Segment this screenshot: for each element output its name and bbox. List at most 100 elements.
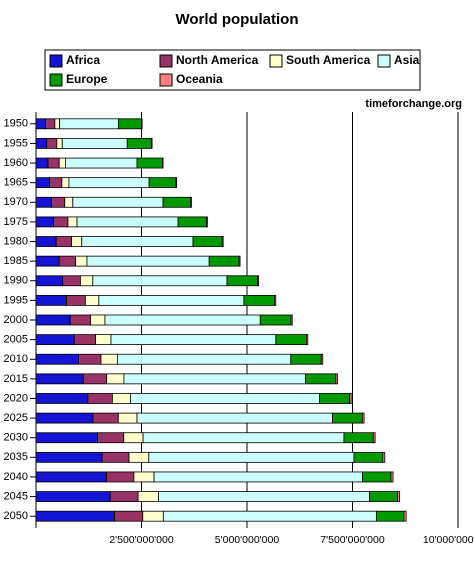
y-tick-label: 1950 xyxy=(4,118,28,130)
bar-segment xyxy=(372,432,376,444)
bar-segment xyxy=(100,353,118,365)
bar-segment xyxy=(101,451,130,463)
bar-segment xyxy=(84,294,100,306)
y-tick-label: 1975 xyxy=(4,216,28,228)
y-tick-label: 2020 xyxy=(4,392,28,404)
y-tick-label: 2045 xyxy=(4,490,28,502)
bar-segment xyxy=(35,510,115,522)
legend-label: Africa xyxy=(66,53,100,67)
bar-segment xyxy=(274,294,277,306)
bar-segment xyxy=(361,412,365,424)
bar-segment xyxy=(290,314,293,326)
bar-segment xyxy=(45,118,56,130)
bar-segment xyxy=(35,393,89,404)
bar-segment xyxy=(58,255,77,267)
bar-segment xyxy=(35,138,48,149)
bar-segment xyxy=(59,118,119,130)
x-tick-label: 5'000'000'000 xyxy=(215,534,280,546)
bar-segment xyxy=(97,432,125,444)
bar-segment xyxy=(55,236,72,247)
bar-segment xyxy=(153,471,363,483)
bar-segment xyxy=(98,294,245,306)
bar-segment xyxy=(158,491,370,502)
bar-segment xyxy=(320,353,324,365)
bar-segment xyxy=(46,138,58,149)
bar-segment xyxy=(104,314,261,326)
bar-segment xyxy=(362,471,392,483)
bar-segment xyxy=(69,314,91,326)
bar-segment xyxy=(35,491,111,502)
bar-segment xyxy=(332,412,363,424)
bar-segment xyxy=(118,118,142,130)
bar-segment xyxy=(35,177,50,189)
bar-segment xyxy=(51,196,66,208)
bar-segment xyxy=(58,157,66,169)
bar-segment xyxy=(175,177,178,189)
bar-segment xyxy=(128,451,150,463)
bar-segment xyxy=(35,412,94,424)
bar-segment xyxy=(35,118,46,130)
x-tick-label: 2'500'000'000 xyxy=(109,534,174,546)
bar-segment xyxy=(208,255,240,267)
bar-segment xyxy=(65,157,138,169)
bar-segment xyxy=(35,471,107,483)
bar-segment xyxy=(382,451,386,463)
bar-segment xyxy=(335,373,338,385)
y-tick-label: 1955 xyxy=(4,137,28,149)
bar-segment xyxy=(306,334,309,346)
bar-segment xyxy=(73,334,96,346)
bar-segment xyxy=(61,177,70,189)
legend-swatch xyxy=(269,54,283,68)
bar-segment xyxy=(56,138,63,149)
bar-segment xyxy=(35,196,52,208)
y-tick-label: 2025 xyxy=(4,412,28,424)
bar-segment xyxy=(161,157,164,169)
bar-segment xyxy=(238,255,241,267)
bar-segment xyxy=(123,373,306,385)
bar-segment xyxy=(226,275,258,287)
bar-segment xyxy=(390,471,394,483)
legend-swatch xyxy=(49,54,63,68)
bar-segment xyxy=(35,294,67,306)
bar-segment xyxy=(95,334,112,346)
y-tick-label: 2010 xyxy=(4,353,28,365)
y-tick-label: 2035 xyxy=(4,451,28,463)
bar-segment xyxy=(353,451,384,463)
bar-segment xyxy=(87,393,113,404)
y-tick-label: 2050 xyxy=(4,510,28,522)
bar-segment xyxy=(137,491,159,502)
bar-segment xyxy=(54,118,60,130)
bar-segment xyxy=(75,255,88,267)
bar-segment xyxy=(136,412,333,424)
bar-segment xyxy=(206,216,208,228)
bar-segment xyxy=(106,373,125,385)
y-tick-label: 1960 xyxy=(4,157,28,169)
bar-segment xyxy=(148,451,355,463)
bar-segment xyxy=(142,510,164,522)
y-tick-label: 1985 xyxy=(4,255,28,267)
bar-segment xyxy=(79,275,94,287)
bar-segment xyxy=(192,236,223,247)
y-tick-label: 1990 xyxy=(4,275,28,287)
source: timeforchange.org xyxy=(365,98,462,110)
y-tick-label: 2015 xyxy=(4,373,28,385)
bar-segment xyxy=(78,353,102,365)
bar-segment xyxy=(35,236,57,247)
bar-segment xyxy=(62,275,81,287)
bar-segment xyxy=(90,314,106,326)
bar-segment xyxy=(64,196,74,208)
legend-label: Oceania xyxy=(176,72,223,86)
bar-segment xyxy=(177,216,207,228)
bar-segment xyxy=(376,510,405,522)
bar-segment xyxy=(61,138,128,149)
bar-segment xyxy=(319,393,350,404)
y-tick-label: 2005 xyxy=(4,334,28,346)
bar-segment xyxy=(148,177,177,189)
x-tick-label: 10'000'000'000 xyxy=(423,534,474,546)
bar-segment xyxy=(49,177,63,189)
legend-label: South America xyxy=(286,53,371,67)
bar-segment xyxy=(47,157,60,169)
bar-segment xyxy=(86,255,210,267)
legend-box xyxy=(44,49,421,91)
bar-segment xyxy=(114,510,144,522)
